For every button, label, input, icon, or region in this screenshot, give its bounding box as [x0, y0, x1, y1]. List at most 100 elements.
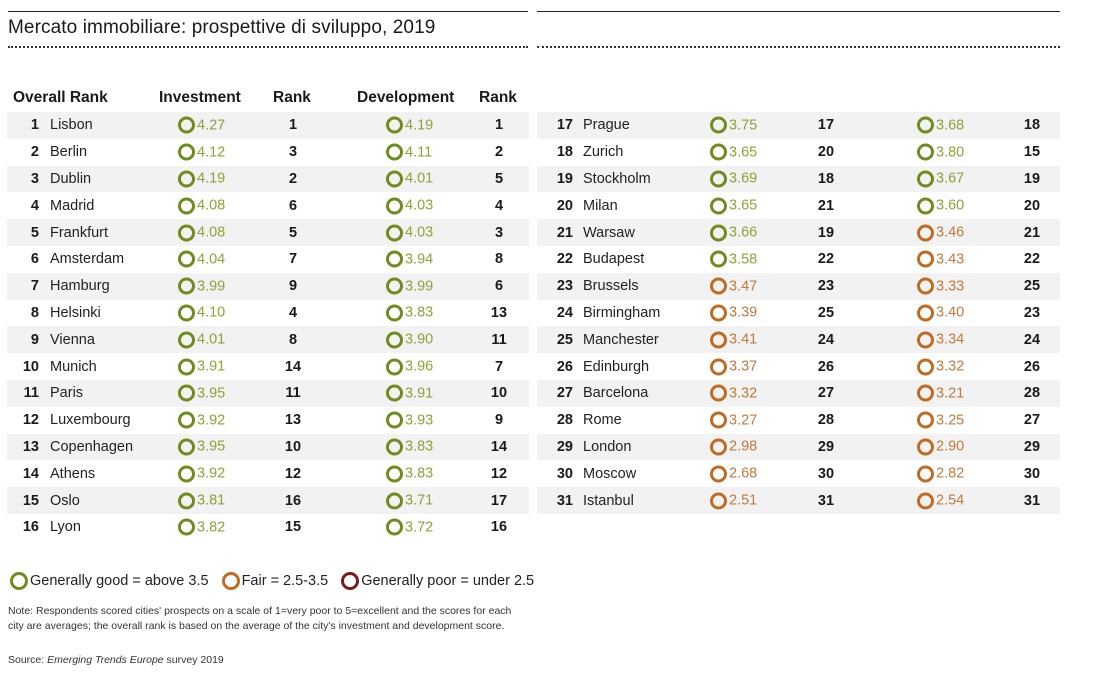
- investment-score: 3.32: [710, 384, 757, 402]
- development-score: 3.21: [917, 384, 964, 402]
- development-score: 3.91: [386, 384, 433, 402]
- development-score-value: 3.60: [936, 197, 965, 214]
- development-score-value: 2.90: [936, 438, 965, 455]
- development-score-value: 2.82: [936, 465, 965, 482]
- investment-score-value: 4.08: [197, 197, 226, 214]
- investment-score: 4.08: [178, 197, 226, 215]
- development-score: 3.83: [386, 304, 434, 322]
- development-rank: 20: [1023, 197, 1041, 214]
- source-line: Source: Emerging Trends Europe survey 20…: [8, 654, 224, 666]
- good-ring-icon: [386, 250, 403, 268]
- investment-score: 3.91: [178, 358, 225, 376]
- development-score: 2.82: [917, 465, 965, 483]
- overall-rank: 23: [556, 278, 573, 295]
- development-score: 2.90: [917, 438, 965, 456]
- table-row: 21 Warsaw 3.66 19 3.46 21: [537, 219, 1060, 246]
- good-ring-icon: [386, 492, 403, 510]
- investment-rank: 23: [817, 278, 835, 295]
- city-name: Paris: [50, 385, 84, 402]
- development-score: 3.96: [386, 358, 433, 376]
- development-score-value: 3.83: [405, 304, 434, 321]
- investment-score-value: 3.95: [197, 438, 226, 455]
- development-rank: 26: [1023, 358, 1041, 375]
- development-rank: 2: [494, 144, 504, 161]
- table-row: 7 Hamburg 3.99 9 3.99 6: [7, 272, 529, 300]
- overall-rank: 30: [556, 465, 573, 482]
- overall-rank: 2: [30, 144, 39, 161]
- city-name: Barcelona: [583, 385, 649, 402]
- overall-rank: 21: [556, 224, 573, 241]
- investment-rank: 17: [817, 117, 835, 134]
- investment-score: 3.66: [710, 224, 757, 242]
- table-row: 18 Zurich 3.65 20 3.80 15: [537, 139, 1060, 166]
- investment-score: 2.51: [710, 492, 757, 510]
- development-score: 3.71: [386, 492, 434, 510]
- city-name: Brussels: [583, 278, 639, 295]
- table-row: 15 Oslo 3.81 16 3.71 17: [7, 487, 529, 514]
- development-score: 2.54: [917, 492, 964, 510]
- good-ring-icon: [386, 277, 403, 295]
- good-ring-icon: [178, 331, 195, 349]
- good-ring-icon: [178, 492, 195, 510]
- legend-label-good: Generally good = above 3.5: [30, 573, 209, 589]
- development-score-value: 4.03: [405, 197, 434, 214]
- overall-rank: 22: [556, 251, 573, 268]
- overall-rank: 3: [30, 170, 39, 187]
- good-ring-icon: [178, 277, 195, 295]
- development-score-value: 3.71: [405, 492, 434, 509]
- overall-rank: 11: [23, 385, 39, 402]
- header-development: Development: [357, 89, 455, 106]
- city-name: Stockholm: [583, 170, 651, 187]
- investment-rank: 28: [817, 412, 835, 429]
- investment-score-value: 3.27: [729, 412, 758, 429]
- investment-rank: 29: [817, 438, 835, 455]
- good-ring-icon: [386, 358, 403, 376]
- development-rank: 14: [490, 438, 508, 455]
- investment-score-value: 3.92: [197, 465, 226, 482]
- investment-score: 2.98: [710, 438, 757, 456]
- investment-rank: 7: [288, 251, 298, 268]
- legend-label-poor: Generally poor = under 2.5: [361, 573, 535, 589]
- investment-rank: 15: [284, 519, 302, 536]
- investment-score: 3.75: [710, 116, 757, 134]
- table-row: 4 Madrid 4.08 6 4.03 4: [7, 192, 529, 219]
- development-score-value: 3.43: [936, 251, 965, 268]
- good-ring-icon: [710, 116, 727, 134]
- title-dotted-rule-left: [8, 46, 528, 48]
- development-score-value: 4.19: [405, 117, 434, 134]
- development-score-value: 3.34: [936, 331, 965, 348]
- investment-score: 3.65: [710, 197, 757, 215]
- table-row: 31 Istanbul 2.51 31 2.54 31: [537, 487, 1060, 514]
- good-ring-icon: [710, 143, 727, 161]
- good-ring-icon: [386, 304, 403, 322]
- header-investment: Investment: [159, 89, 241, 106]
- ranking-table-right: 17 Prague 3.75 17 3.68 18 18 Zurich 3.65 20 3.80 15…: [537, 112, 1060, 514]
- city-name: Munich: [50, 358, 97, 375]
- investment-score: 3.95: [178, 384, 225, 402]
- development-score: 3.40: [917, 304, 964, 322]
- table-row: 12 Luxembourg 3.92 13 3.93 9: [7, 407, 529, 434]
- city-name: Lyon: [50, 519, 81, 536]
- investment-score: 3.27: [710, 411, 758, 429]
- investment-rank: 13: [284, 412, 302, 429]
- investment-score-value: 4.04: [197, 251, 226, 268]
- development-score: 3.25: [917, 411, 964, 429]
- development-score: 3.83: [386, 438, 433, 456]
- investment-score: 4.27: [178, 116, 225, 134]
- development-rank: 23: [1023, 304, 1041, 321]
- overall-rank: 17: [556, 117, 573, 134]
- table-row: 1 Lisbon 4.27 1 4.19 1: [7, 112, 529, 139]
- development-score-value: 3.80: [936, 144, 965, 161]
- good-ring-icon: [917, 143, 934, 161]
- development-rank: 30: [1023, 465, 1041, 482]
- investment-score: 3.95: [178, 438, 226, 456]
- city-name: Manchester: [583, 331, 659, 348]
- development-rank: 22: [1023, 251, 1041, 268]
- development-rank: 12: [490, 465, 508, 482]
- development-score: 3.43: [917, 250, 965, 268]
- investment-score: 3.58: [710, 250, 757, 268]
- fair-ring-icon: [710, 384, 727, 402]
- investment-score-value: 3.99: [197, 278, 226, 295]
- investment-score-value: 3.37: [729, 358, 758, 375]
- investment-score: 4.19: [178, 170, 225, 188]
